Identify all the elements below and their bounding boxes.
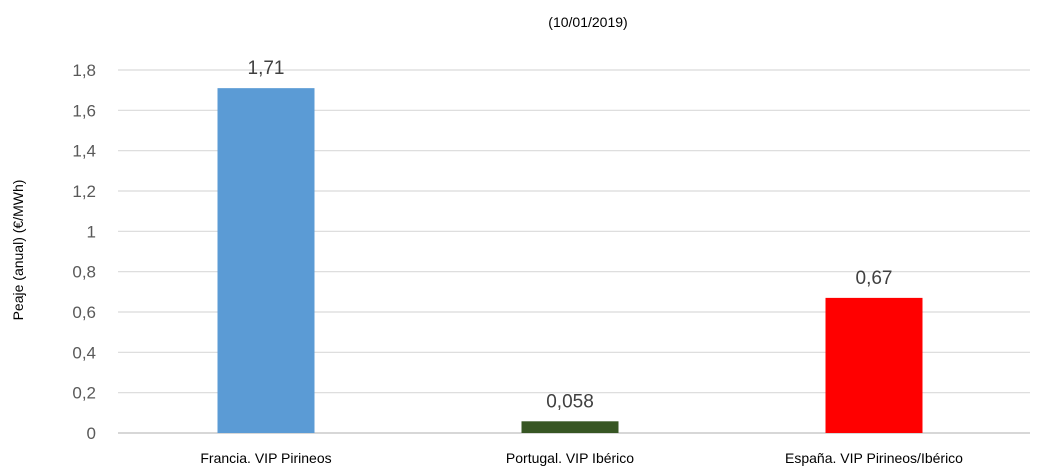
data-label: 0,058 [546,391,594,412]
bar [521,421,619,433]
y-tick-label: 0,8 [72,263,96,282]
y-axis-ticks: 0 0,2 0,4 0,6 0,8 1 1,2 1,4 1,6 1,8 [72,61,96,443]
y-tick-label: 1,8 [72,61,96,80]
x-tick-label: Portugal. VIP Ibérico [506,450,634,466]
data-label: 0,67 [856,268,893,289]
chart-subtitle: (10/01/2019) [548,14,627,30]
y-tick-label: 0,4 [72,343,96,362]
x-tick-label: Francia. VIP Pirineos [200,450,331,466]
y-tick-label: 0,6 [72,303,96,322]
x-tick-label: España. VIP Pirineos/Ibérico [785,450,963,466]
bar [825,297,923,433]
y-tick-label: 1,4 [72,142,96,161]
x-axis-labels: Francia. VIP Pirineos Portugal. VIP Ibéri… [200,450,963,466]
y-tick-label: 0 [87,424,96,443]
y-tick-label: 1,2 [72,182,96,201]
data-label: 1,71 [248,58,285,79]
bars [217,88,923,434]
bar [217,88,315,434]
y-tick-label: 0,2 [72,384,96,403]
y-axis-title: Peaje (anual) (€/MWh) [10,180,26,321]
data-labels: 1,71 0,058 0,67 [248,58,893,412]
y-tick-label: 1,6 [72,101,96,120]
y-tick-label: 1 [87,222,96,241]
